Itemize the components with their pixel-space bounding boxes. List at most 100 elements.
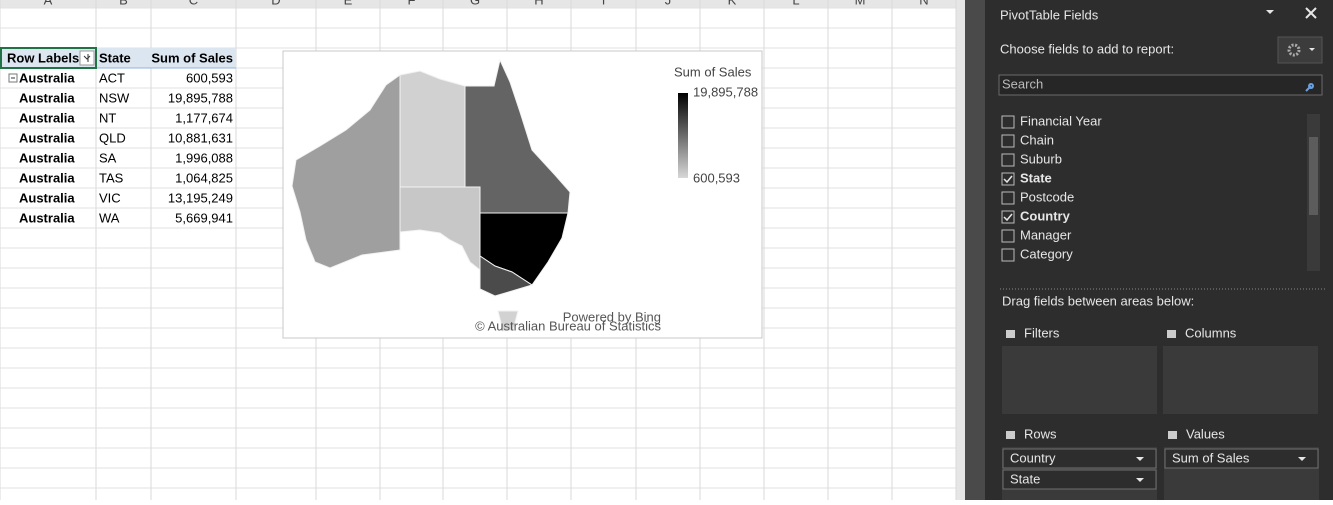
column-header: J (665, 0, 672, 7)
field-checkbox[interactable] (1001, 229, 1015, 243)
map-region (497, 310, 519, 332)
field-name[interactable]: Category (1020, 246, 1073, 261)
area-item-label: State (1010, 471, 1040, 486)
area-item-label: Sum of Sales (1172, 450, 1250, 465)
pivot-header-bg (0, 48, 236, 68)
sales-cell: 10,881,631 (168, 130, 233, 145)
checkmark (1003, 213, 1013, 222)
field-name[interactable]: Financial Year (1020, 113, 1102, 128)
row-label: Australia (19, 150, 75, 165)
sales-cell: 5,669,941 (175, 210, 233, 225)
area-item-label: Country (1010, 450, 1056, 465)
column-header: M (855, 0, 866, 7)
column-header: K (728, 0, 737, 7)
column-header-bar (0, 0, 963, 8)
legend-title: Sum of Sales (674, 64, 752, 79)
area-item[interactable] (1002, 448, 1157, 469)
state-cell: NSW (99, 90, 130, 105)
legend-min: 600,593 (693, 170, 740, 185)
row-label: Australia (19, 190, 75, 205)
area-icon (1167, 330, 1176, 338)
checkmark (1003, 175, 1013, 184)
field-name[interactable]: Manager (1020, 227, 1072, 242)
search-box[interactable] (998, 74, 1323, 96)
field-name[interactable]: Postcode (1020, 189, 1074, 204)
filter-icon (83, 54, 91, 62)
pivot-header: State (99, 50, 131, 65)
field-checkbox[interactable] (1001, 115, 1015, 129)
state-cell: WA (99, 210, 120, 225)
gear-arrow (1309, 48, 1315, 51)
area-icon (1006, 431, 1015, 439)
field-name[interactable]: State (1020, 170, 1052, 185)
state-cell: TAS (99, 170, 124, 185)
column-header: A (44, 0, 53, 7)
field-checkbox[interactable] (1001, 134, 1015, 148)
prompt: Choose fields to add to report: (1000, 41, 1174, 56)
search-icon (1305, 83, 1314, 92)
area-item[interactable] (1164, 448, 1319, 469)
sales-cell: 600,593 (186, 70, 233, 85)
column-header: C (189, 0, 198, 7)
field-name[interactable]: Chain (1020, 132, 1054, 147)
state-cell: QLD (99, 130, 126, 145)
column-header: I (602, 0, 606, 7)
column-header: N (919, 0, 928, 7)
column-header: B (119, 0, 128, 7)
credit: Powered by Bing (563, 309, 661, 324)
drag-prompt: Drag fields between areas below: (1002, 293, 1194, 308)
column-header: E (344, 0, 353, 7)
map-region (291, 74, 401, 269)
row-label: Australia (19, 210, 75, 225)
item-dropdown (1298, 457, 1306, 461)
area-label: Columns (1185, 325, 1237, 340)
splitter (965, 0, 985, 500)
item-dropdown (1136, 457, 1144, 461)
column-header: F (408, 0, 416, 7)
field-checkbox[interactable] (1001, 248, 1015, 262)
pivot-header: Row Labels (7, 50, 79, 65)
pivot-header: Sum of Sales (151, 50, 233, 65)
drop-area (1002, 346, 1157, 414)
row-label: Australia (19, 90, 75, 105)
area-label: Filters (1024, 325, 1060, 340)
column-header: D (271, 0, 280, 7)
area-item[interactable] (1002, 469, 1157, 490)
row-label: Australia (19, 130, 75, 145)
search-placeholder: Search (1002, 76, 1043, 91)
map-region (399, 186, 481, 272)
legend-max: 19,895,788 (693, 84, 758, 99)
map-region (399, 70, 466, 188)
state-cell: SA (99, 150, 117, 165)
field-checkbox[interactable] (1001, 153, 1015, 167)
legend-scale (678, 93, 688, 178)
field-checkbox[interactable] (1001, 191, 1015, 205)
sales-cell: 1,996,088 (175, 150, 233, 165)
pane-menu[interactable] (1266, 10, 1274, 14)
map-region (479, 255, 534, 297)
row-label: Australia (19, 170, 75, 185)
item-dropdown (1136, 478, 1144, 482)
pane-close[interactable] (1305, 7, 1317, 19)
area-label: Values (1186, 426, 1225, 441)
drop-area (1163, 346, 1318, 414)
sheet-edge (956, 0, 965, 500)
state-cell: VIC (99, 190, 121, 205)
row-label: Australia (19, 70, 75, 85)
sales-cell: 1,177,674 (175, 110, 233, 125)
filter-button[interactable] (79, 50, 95, 66)
credit: © Australian Bureau of Statistics (475, 318, 661, 333)
field-scroll-thumb[interactable] (1309, 137, 1318, 215)
field-name[interactable]: Suburb (1020, 151, 1062, 166)
pane-title: PivotTable Fields (1000, 7, 1099, 22)
column-header: G (470, 0, 480, 7)
field-name[interactable]: Country (1020, 208, 1071, 223)
row-label: Australia (19, 110, 75, 125)
field-checkbox[interactable] (1001, 210, 1015, 224)
column-header: H (534, 0, 543, 7)
state-cell: ACT (99, 70, 125, 85)
sales-cell: 13,195,249 (168, 190, 233, 205)
field-checkbox[interactable] (1001, 172, 1015, 186)
